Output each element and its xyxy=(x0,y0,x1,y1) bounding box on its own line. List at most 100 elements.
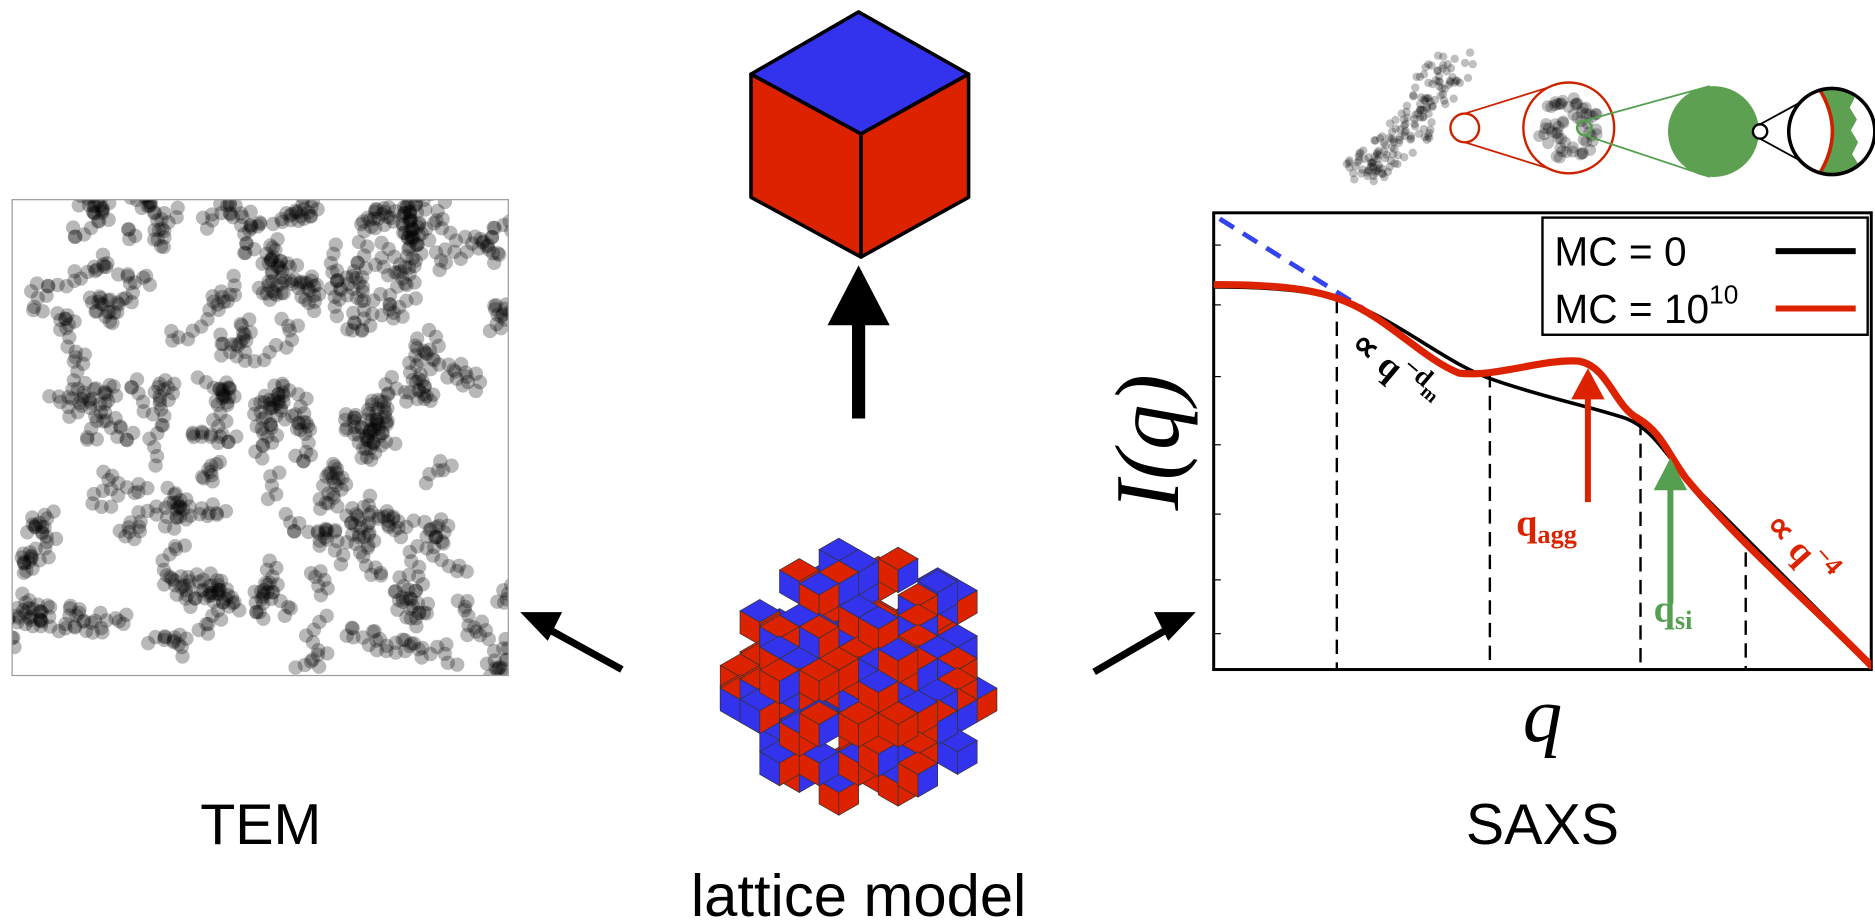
particle xyxy=(123,165,137,179)
particle xyxy=(329,466,343,480)
particle xyxy=(190,567,204,581)
particle xyxy=(150,157,164,171)
particle xyxy=(374,236,388,250)
particle xyxy=(1412,73,1420,81)
particle xyxy=(1428,102,1436,110)
particle xyxy=(1577,102,1589,114)
particle xyxy=(1409,92,1417,100)
particle xyxy=(116,185,130,199)
particle xyxy=(210,586,224,600)
particle xyxy=(144,195,158,209)
particle xyxy=(1409,149,1417,157)
y-axis-label: I(q) xyxy=(1097,374,1198,511)
particle xyxy=(122,222,136,236)
particle xyxy=(220,294,234,308)
particle xyxy=(142,153,156,167)
particle xyxy=(1371,169,1379,177)
particle xyxy=(169,542,183,556)
particle xyxy=(1567,141,1579,153)
particle xyxy=(1420,70,1428,78)
particle xyxy=(420,162,434,176)
particle xyxy=(517,292,531,306)
particle xyxy=(1,611,15,625)
particle xyxy=(34,619,48,633)
particle xyxy=(1427,118,1435,126)
particle xyxy=(297,406,311,420)
particle xyxy=(519,640,533,654)
particle xyxy=(329,237,343,251)
particle xyxy=(1388,143,1396,151)
particle xyxy=(155,166,169,180)
particle xyxy=(524,286,538,300)
particle xyxy=(0,629,11,643)
particle xyxy=(146,186,160,200)
particle xyxy=(1357,169,1365,177)
particle xyxy=(288,660,302,674)
particle xyxy=(405,165,419,179)
particle xyxy=(1403,102,1411,110)
particle xyxy=(244,218,258,232)
particle xyxy=(450,657,464,671)
particle xyxy=(1421,63,1429,71)
particle xyxy=(1394,151,1402,159)
particle xyxy=(1448,73,1456,81)
particle xyxy=(284,601,298,615)
particle xyxy=(1451,55,1459,63)
particle xyxy=(517,649,531,663)
particle xyxy=(1349,169,1357,177)
particle xyxy=(497,596,511,610)
q-si-annotation: qsi xyxy=(1654,589,1693,635)
particle xyxy=(171,201,185,215)
particle xyxy=(161,381,175,395)
particle xyxy=(303,184,317,198)
particle xyxy=(123,184,137,198)
particle xyxy=(396,595,410,609)
particle xyxy=(213,455,227,469)
particle xyxy=(128,152,142,166)
particle xyxy=(132,169,146,183)
particle xyxy=(1368,159,1376,167)
particle xyxy=(0,618,7,632)
particle xyxy=(67,354,81,368)
particle xyxy=(487,299,501,313)
particle xyxy=(311,179,325,193)
particle xyxy=(419,476,433,490)
particle xyxy=(90,181,104,195)
particle xyxy=(272,465,286,479)
particle xyxy=(456,378,470,392)
particle xyxy=(1464,74,1472,82)
particle xyxy=(457,603,471,617)
particle xyxy=(1444,80,1452,88)
particle xyxy=(237,246,251,260)
particle xyxy=(1442,67,1450,75)
particle xyxy=(1393,160,1401,168)
particle xyxy=(1360,155,1368,163)
particle xyxy=(1400,121,1408,129)
particle xyxy=(436,185,450,199)
particle xyxy=(312,287,326,301)
particle xyxy=(1380,147,1388,155)
particle xyxy=(1415,130,1423,138)
particle xyxy=(195,501,209,515)
particle xyxy=(103,293,117,307)
particle xyxy=(500,653,514,667)
particle xyxy=(142,186,156,200)
particle xyxy=(419,171,433,185)
particle xyxy=(320,523,334,537)
particle xyxy=(80,432,94,446)
particle xyxy=(385,370,399,384)
particle xyxy=(408,338,422,352)
particle xyxy=(108,180,122,194)
particle xyxy=(185,427,199,441)
particle xyxy=(520,630,534,644)
particle xyxy=(1461,59,1469,67)
particle xyxy=(141,636,155,650)
particle xyxy=(99,183,113,197)
particle xyxy=(419,222,433,236)
particle xyxy=(415,163,429,177)
particle xyxy=(1370,177,1378,185)
particle xyxy=(1440,96,1448,104)
particle xyxy=(452,559,466,573)
particle xyxy=(84,190,98,204)
particle xyxy=(356,280,370,294)
